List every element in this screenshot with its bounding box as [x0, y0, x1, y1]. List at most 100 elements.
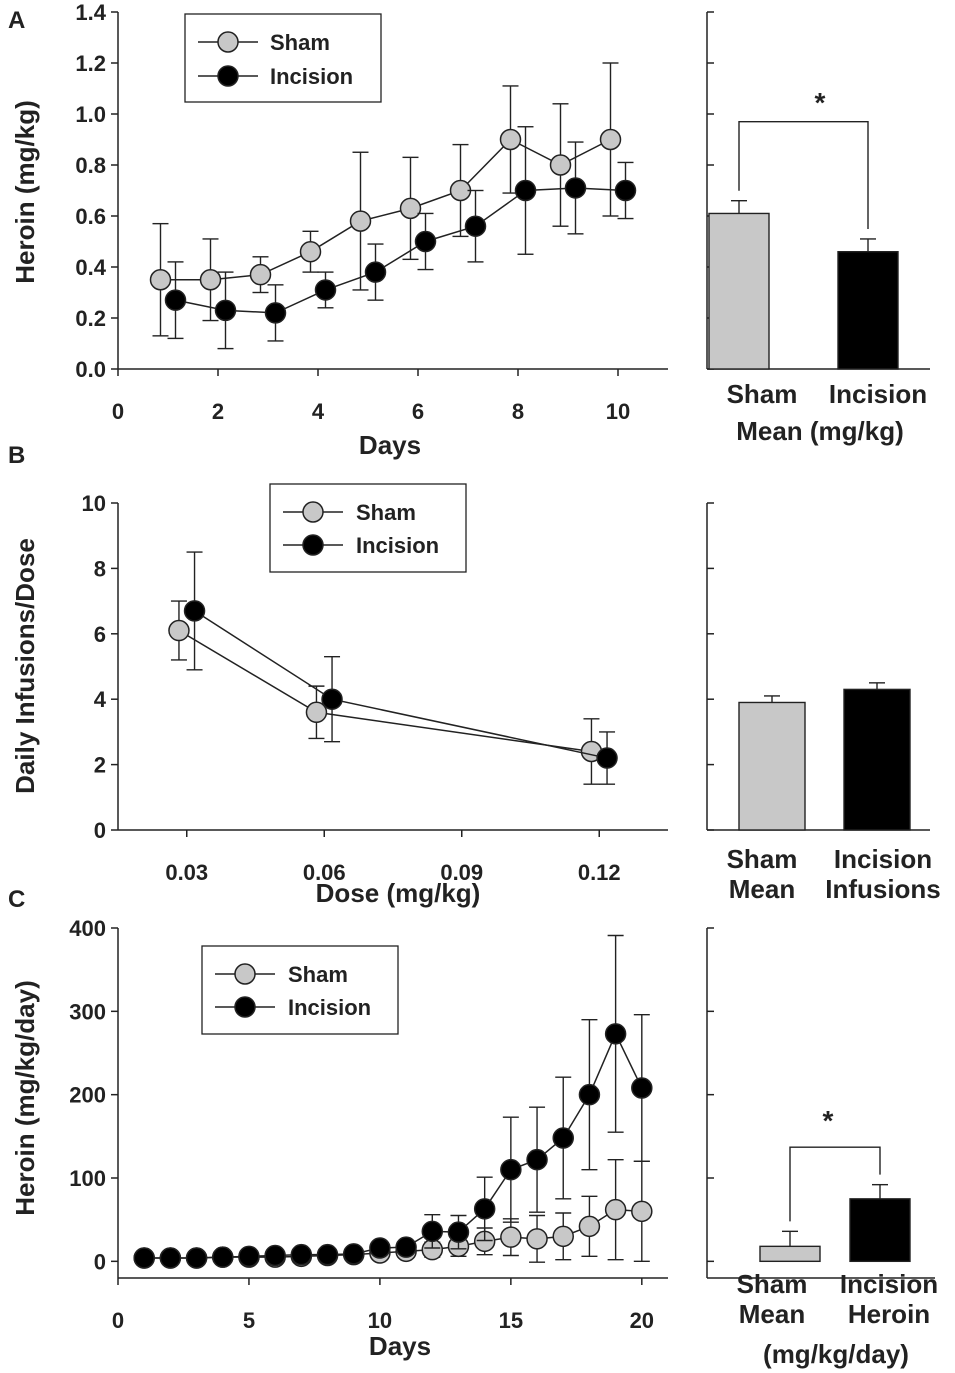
panel-c-sham-point	[578, 1215, 601, 1238]
panel-b-y-tick-label: 10	[82, 491, 106, 516]
panel-b-line-chart: 0 2 4 6 8 10 0.03 0.06 0.09 0.12 Dose (mg/kg) Dai…	[10, 483, 668, 908]
panel-a-incision-point	[164, 289, 187, 311]
panel-b-ylabel: Daily Infusions/Dose	[10, 538, 40, 794]
panel-b-incision-line	[194, 610, 608, 759]
panel-c-bar-incision-label: Incision	[840, 1269, 938, 1299]
panel-c-y-tick-label: 400	[69, 916, 106, 941]
panel-a-x-tick-label: 8	[512, 399, 524, 424]
panel-c-sham-point	[631, 1200, 653, 1223]
panel-b-bar-sham-bar	[738, 701, 806, 831]
panel-c-x-tick-label: 5	[243, 1308, 255, 1333]
panel-a-sham-point	[549, 154, 572, 176]
panel-c-bar-sham-bar	[759, 1245, 821, 1263]
panel-b-y-tick-label: 2	[94, 753, 106, 778]
panel-a-xlabel: Days	[359, 430, 421, 460]
panel-a-bar-chart: Sham Incision Mean (mg/kg) *	[706, 11, 930, 446]
panel-c-incision-point	[212, 1246, 234, 1268]
panel-c-incision-point	[185, 1247, 208, 1269]
panel-a-ylabel: Heroin (mg/kg)	[10, 100, 40, 283]
panel-a-x-tick-label: 10	[606, 399, 630, 424]
panel-b-sham-point	[305, 701, 328, 724]
panel-a-bar-sham-bar	[708, 212, 770, 370]
panel-c-significance-star: *	[823, 1105, 834, 1136]
panel-c-legend-sham-label: Sham	[288, 962, 348, 987]
panel-c-line-chart: 0 100 200 300 400 0 5 10 15 20 Days Heroin (mg/kg…	[10, 916, 668, 1361]
panel-c-incision-point	[395, 1236, 417, 1258]
panel-c-incision-point	[264, 1244, 286, 1267]
panel-c-incision-point	[578, 1083, 601, 1106]
panel-a-legend-incision-label: Incision	[270, 64, 353, 89]
panel-b-bar-infusions-label: Infusions	[825, 874, 941, 904]
panel-a-y-tick-label: 0.2	[75, 306, 106, 331]
panel-a-sham-point	[199, 269, 222, 291]
panel-b-y-tick-label: 8	[94, 556, 106, 581]
panel-c-incision-point	[369, 1237, 391, 1259]
panel-c-legend-incision-marker	[234, 996, 256, 1018]
panel-c-ylabel: Heroin (mg/kg/day)	[10, 980, 40, 1215]
panel-a-y-tick-label: 0.4	[75, 255, 106, 280]
panel-b-y-tick-label: 4	[94, 687, 107, 712]
panel-c-y-tick-label: 300	[69, 999, 106, 1024]
panel-c-x-tick-label: 15	[499, 1308, 523, 1333]
panel-c-bar-significance-bracket	[789, 1146, 881, 1222]
panel-a-legend-sham-label: Sham	[270, 30, 330, 55]
panel-a-legend-sham-marker	[217, 31, 239, 53]
panel-b-incision-point	[183, 600, 206, 622]
panel-a-incision-point	[564, 177, 587, 199]
panel-b-incision-point	[321, 688, 343, 710]
panel-a-y-tick-label: 0.8	[75, 153, 106, 178]
panel-a-incision-point	[214, 299, 237, 322]
panel-a-incision-point	[514, 179, 537, 202]
panel-a-y-tick-label: 1.0	[75, 102, 106, 127]
panel-c-legend: Sham Incision	[201, 945, 399, 1035]
panel-a-sham-point	[249, 263, 272, 286]
panel-c-incision-point	[421, 1220, 444, 1243]
panel-c-x-tick-label: 10	[368, 1308, 392, 1333]
panel-a-bar-sham-label: Sham	[727, 379, 798, 409]
panel-c-incision-point	[342, 1243, 365, 1265]
panel-a-incision-point	[414, 230, 437, 253]
panel-a-y-tick-label: 0.0	[75, 357, 106, 382]
panel-a-incision-point	[364, 261, 387, 283]
panel-b-bar-sham-label: Sham	[727, 844, 798, 874]
panel-letter-b: B	[8, 442, 25, 469]
panel-c-incision-point	[290, 1243, 313, 1266]
panel-a-y-tick-label: 1.2	[75, 51, 106, 76]
panel-c-incision-point	[604, 1023, 627, 1045]
panel-c-bar-chart: Sham Incision Mean Heroin (mg/kg/day) *	[706, 927, 938, 1369]
panel-a-y-tick-label: 0.6	[75, 204, 106, 229]
panel-c-bar-heroin-label: Heroin	[848, 1299, 930, 1329]
panel-c-incision-point	[631, 1077, 653, 1099]
panel-a-incision-line	[175, 187, 626, 314]
panel-b-y-tick-label: 6	[94, 622, 106, 647]
panel-b-legend-incision-marker	[302, 534, 324, 556]
panel-c-incision-point	[526, 1148, 548, 1171]
panel-a-incision-point	[264, 302, 287, 324]
panel-c-incision-point	[500, 1158, 522, 1181]
panel-c-incision-point	[316, 1243, 339, 1266]
panel-c-y-tick-label: 100	[69, 1166, 106, 1191]
panel-b-x-tick-label: 0.03	[165, 860, 208, 885]
panel-letter-a: A	[8, 7, 25, 34]
panel-c-bar-sham-label: Sham	[737, 1269, 808, 1299]
panel-b-bar-incision-label: Incision	[834, 844, 932, 874]
panel-c-sham-point	[604, 1198, 627, 1221]
panel-a-sham-point	[499, 128, 522, 151]
panel-b-legend-box	[269, 483, 467, 573]
panel-a-x-tick-label: 6	[412, 399, 424, 424]
panel-c-sham-point	[500, 1226, 522, 1248]
panel-b-y-tick-label: 0	[94, 818, 106, 843]
panel-c-incision-point	[473, 1198, 496, 1220]
panel-b-legend-incision-label: Incision	[356, 533, 439, 558]
panel-a-sham-point	[149, 269, 172, 291]
panel-c-incision-point	[159, 1247, 182, 1269]
panel-b-incision-point	[596, 747, 618, 769]
panel-a-x-tick-label: 2	[212, 399, 224, 424]
panel-c-incision-point	[238, 1245, 260, 1268]
panel-b-bar-chart: Sham Incision Mean Infusions	[706, 502, 941, 904]
panel-c-sham-point	[552, 1225, 574, 1248]
panel-b-sham-point	[168, 619, 190, 642]
panel-c-x-tick-label: 0	[112, 1308, 124, 1333]
panel-b-bar-mean-label: Mean	[729, 874, 795, 904]
